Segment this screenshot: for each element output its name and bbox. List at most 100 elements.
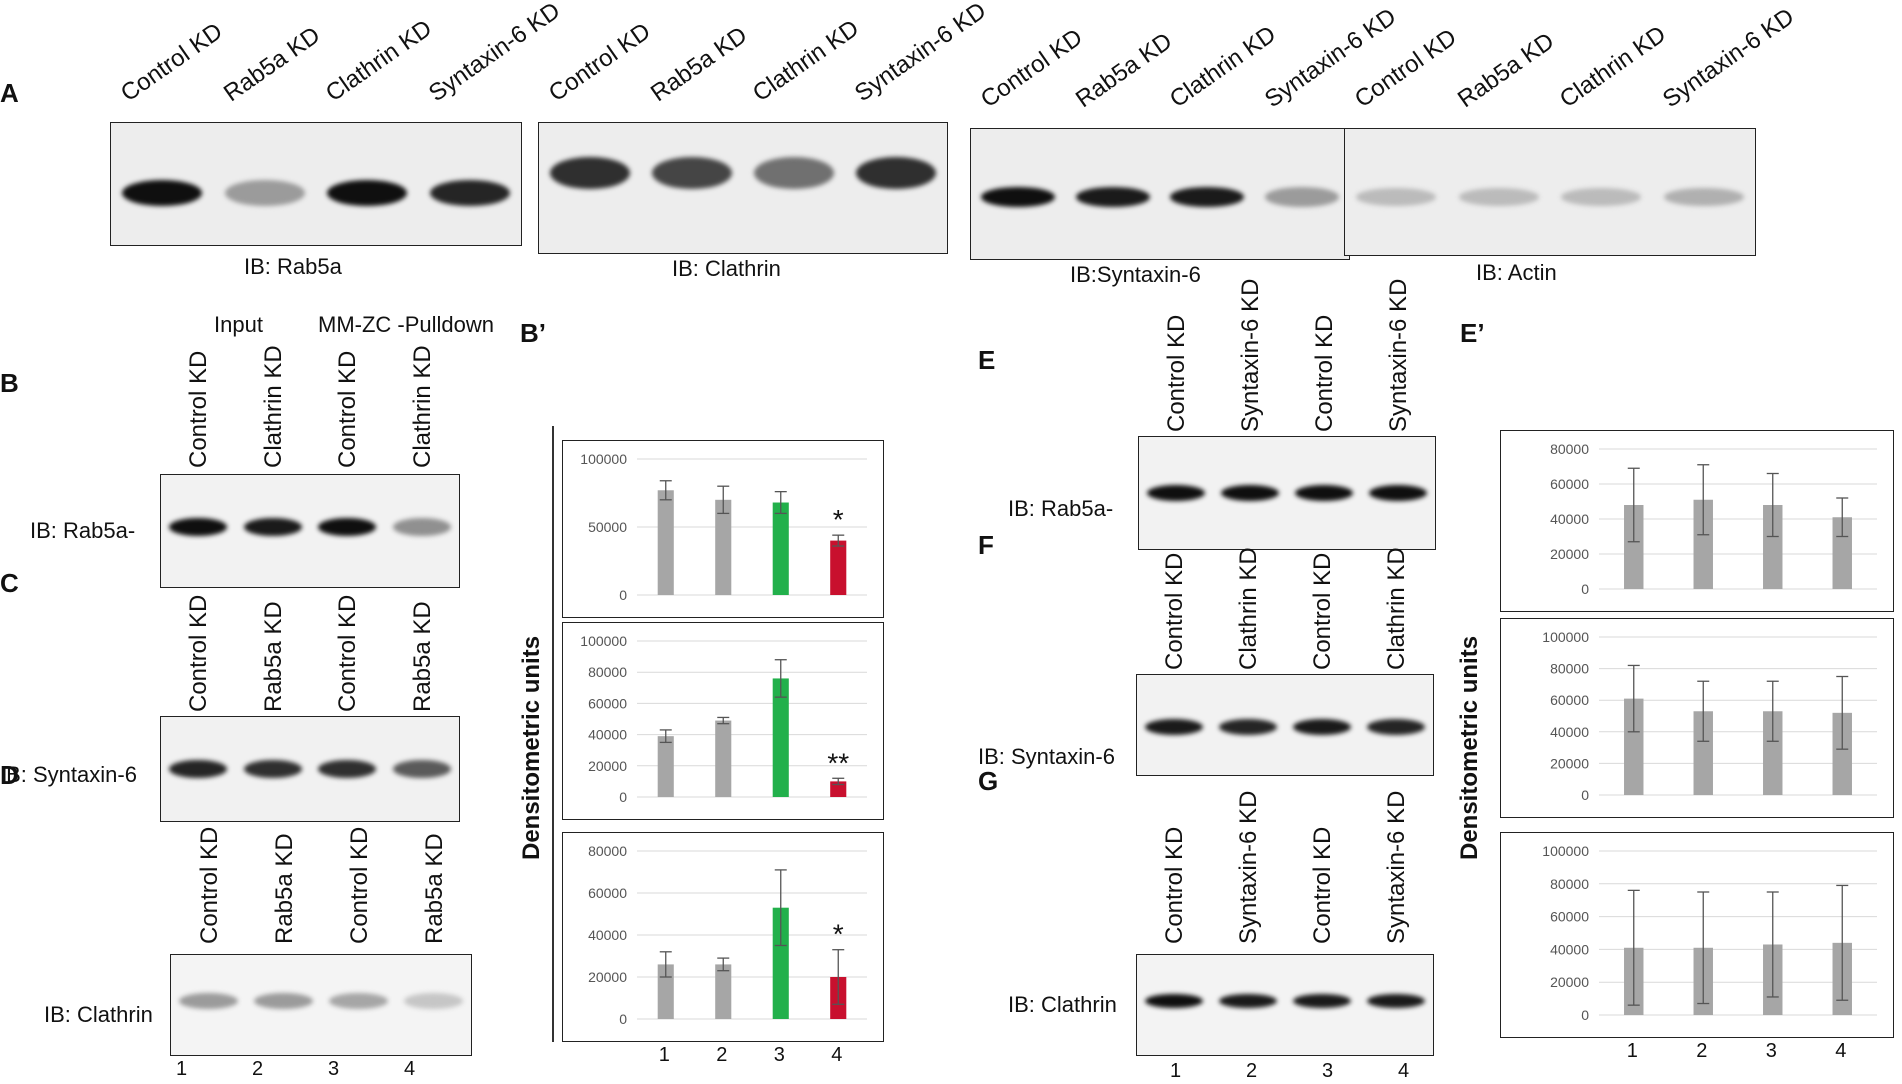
y-tick-label: 100000 [1542, 843, 1589, 859]
lane-label: Control KD [345, 826, 373, 944]
chart-box: 0 20000 40000 60000 80000 100000 [1500, 618, 1894, 818]
lane-number: 2 [1246, 1060, 1258, 1082]
bar [657, 736, 674, 797]
lane-label: Clathrin KD [1383, 547, 1410, 670]
lane-label: Rab5a KD [259, 601, 287, 712]
protein-band [981, 187, 1056, 207]
y-axis-label-b-prime: Densitometric units [518, 635, 545, 860]
protein-band [1293, 719, 1351, 735]
chart-box: 0 20000 40000 60000 80000 100000 ** [562, 622, 884, 820]
blot-caption: IB: Clathrin [672, 256, 781, 281]
lane-label: Control KD [185, 594, 213, 712]
x-tick-label: 2 [716, 1044, 728, 1066]
lane-label: Clathrin KD [747, 14, 864, 108]
bar-chart: 0 20000 40000 60000 80000 * [588, 843, 867, 1027]
blot-caption: IB: Rab5a- [1008, 496, 1114, 521]
y-tick-label: 0 [1581, 787, 1589, 803]
protein-band [1219, 994, 1277, 1008]
protein-band [224, 180, 305, 206]
significance-marker: * [833, 504, 844, 535]
lane-label: Rab5a KD [408, 601, 436, 712]
blot-caption: IB:Syntaxin-6 [1070, 262, 1201, 287]
x-tick-label: 1 [658, 1044, 670, 1066]
y-tick-label: 100000 [1542, 629, 1589, 645]
lane-label: Control KD [195, 826, 223, 944]
bar [1624, 698, 1644, 795]
lane-label: Control KD [115, 17, 228, 108]
protein-band [243, 760, 302, 778]
protein-band [1221, 485, 1279, 501]
y-tick-label: 20000 [1550, 546, 1589, 562]
blot-image [170, 954, 472, 1056]
bar [1832, 517, 1852, 589]
lane-label: Rab5a KD [420, 833, 448, 944]
protein-band [392, 518, 451, 536]
y-tick-label: 60000 [588, 885, 627, 901]
protein-band [429, 180, 510, 206]
bar [772, 678, 789, 797]
blot-image [1138, 436, 1436, 550]
protein-band [754, 157, 834, 189]
protein-band [1219, 719, 1277, 735]
y-tick-label: 80000 [588, 664, 627, 680]
protein-band [327, 180, 408, 206]
lane-label: Control KD [1161, 826, 1188, 944]
bar [715, 499, 732, 595]
lane-label: Syntaxin-6 KD [1385, 278, 1412, 432]
x-tick-label: 4 [831, 1044, 843, 1066]
lane-label: Control KD [1161, 552, 1188, 670]
bar [1624, 505, 1644, 589]
bar [830, 540, 847, 595]
lane-label: Clathrin KD [259, 345, 287, 468]
y-tick-label: 0 [619, 1011, 627, 1027]
protein-band [1147, 485, 1205, 501]
lane-number: 1 [1170, 1060, 1182, 1082]
y-tick-label: 80000 [588, 843, 627, 859]
protein-band [1458, 188, 1539, 206]
chart-box: 0 20000 40000 60000 80000 * [562, 832, 884, 1042]
protein-band [550, 157, 630, 189]
panel-label-e-prime: E’ [1460, 318, 1485, 348]
bar-chart: 0 20000 40000 60000 80000 [1550, 441, 1877, 597]
lane-label: Clathrin KD [1554, 20, 1671, 114]
bar-chart: 0 20000 40000 60000 80000 100000 [1542, 843, 1877, 1023]
blot-caption: IB: Rab5a [244, 254, 342, 279]
lane-label: Control KD [334, 594, 362, 712]
panel-label-b-prime: B’ [520, 318, 546, 348]
y-tick-label: 20000 [588, 969, 627, 985]
protein-band [392, 760, 451, 778]
bar [657, 490, 674, 595]
y-tick-label: 40000 [1550, 941, 1589, 957]
y-tick-label: 60000 [1550, 476, 1589, 492]
panel-label-a: A [0, 78, 19, 108]
y-tick-label: 20000 [1550, 755, 1589, 771]
protein-band [1293, 994, 1351, 1008]
protein-band [1075, 187, 1150, 207]
lane-label: Syntaxin-6 KD [423, 0, 565, 108]
lane-label: Clathrin KD [1164, 20, 1281, 114]
x-tick-label: 3 [773, 1044, 785, 1066]
y-tick-label: 20000 [1550, 974, 1589, 990]
panel-label-b: B [0, 368, 19, 398]
lane-label: Syntaxin-6 KD [1383, 790, 1410, 944]
lane-label: Syntaxin-6 KD [1237, 278, 1264, 432]
lane-label: Rab5a KD [270, 833, 298, 944]
blot-image [1136, 954, 1434, 1056]
lane-label: Control KD [1163, 314, 1190, 432]
lane-label: Syntaxin-6 KD [849, 0, 992, 108]
lane-number: 4 [1398, 1060, 1410, 1082]
significance-marker: ** [827, 747, 849, 778]
protein-band [179, 993, 238, 1009]
panel-label-f: F [978, 530, 994, 560]
y-tick-label: 20000 [588, 758, 627, 774]
protein-band [1264, 187, 1339, 207]
protein-band [1145, 994, 1203, 1008]
lane-label: Rab5a KD [218, 21, 325, 108]
lane-number: 1 [176, 1058, 188, 1080]
panel-label-d: D [0, 760, 19, 790]
blot-caption: IB: Syntaxin-6 [978, 744, 1115, 769]
protein-band [169, 760, 228, 778]
blot-image [160, 716, 460, 822]
y-tick-label: 0 [619, 587, 627, 603]
protein-band [404, 993, 463, 1009]
